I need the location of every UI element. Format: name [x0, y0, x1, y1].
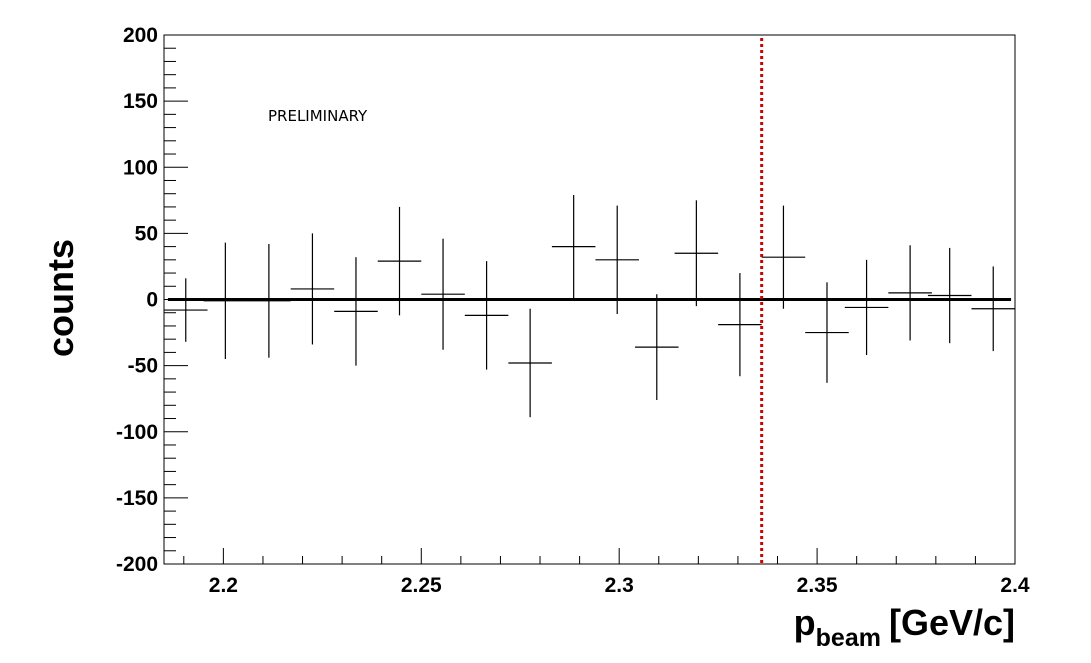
- x-axis-label-main: p: [794, 602, 816, 643]
- data-point: [595, 205, 639, 315]
- data-point: [164, 278, 208, 342]
- annotation-preliminary: PRELIMINARY: [268, 107, 368, 125]
- data-points: [164, 195, 1015, 418]
- data-point: [971, 266, 1015, 352]
- x-axis-label-unit: [GeV/c]: [889, 602, 1015, 643]
- y-tick-label: -200: [116, 553, 158, 576]
- data-point: [844, 259, 889, 356]
- y-tick-label: -50: [128, 355, 158, 378]
- y-tick-label: 200: [123, 24, 158, 47]
- data-point: [551, 195, 596, 299]
- y-tick-label: -150: [116, 487, 158, 510]
- x-tick-label: 2.3: [605, 574, 634, 597]
- x-axis-label-subscript: beam: [816, 624, 881, 652]
- y-tick-label: 100: [123, 156, 158, 179]
- x-tick-label: 2.4: [1000, 574, 1030, 597]
- y-axis-label: counts: [40, 239, 81, 357]
- y-tick-label: 0: [146, 289, 158, 312]
- data-point: [718, 273, 762, 377]
- data-point: [334, 257, 378, 366]
- data-point: [674, 200, 719, 307]
- data-point: [805, 282, 849, 383]
- x-axis-label: pbeam [GeV/c]: [794, 602, 1015, 652]
- data-point: [464, 261, 509, 370]
- data-point: [508, 308, 552, 418]
- x-axis: 2.2 2.25 2.3 2.35 2.4: [183, 548, 1030, 597]
- data-point: [421, 238, 465, 350]
- data-point: [635, 294, 679, 401]
- x-tick-label: 2.2: [209, 574, 238, 597]
- data-point: [377, 206, 422, 316]
- y-tick-label: 50: [135, 222, 158, 245]
- y-tick-label: 150: [123, 90, 158, 113]
- data-point: [888, 245, 932, 341]
- data-point: [927, 247, 972, 344]
- data-point: [761, 205, 806, 309]
- data-point: [290, 233, 335, 345]
- y-tick-label: -100: [116, 421, 158, 444]
- x-tick-label: 2.25: [401, 574, 442, 597]
- x-tick-label: 2.35: [797, 574, 838, 597]
